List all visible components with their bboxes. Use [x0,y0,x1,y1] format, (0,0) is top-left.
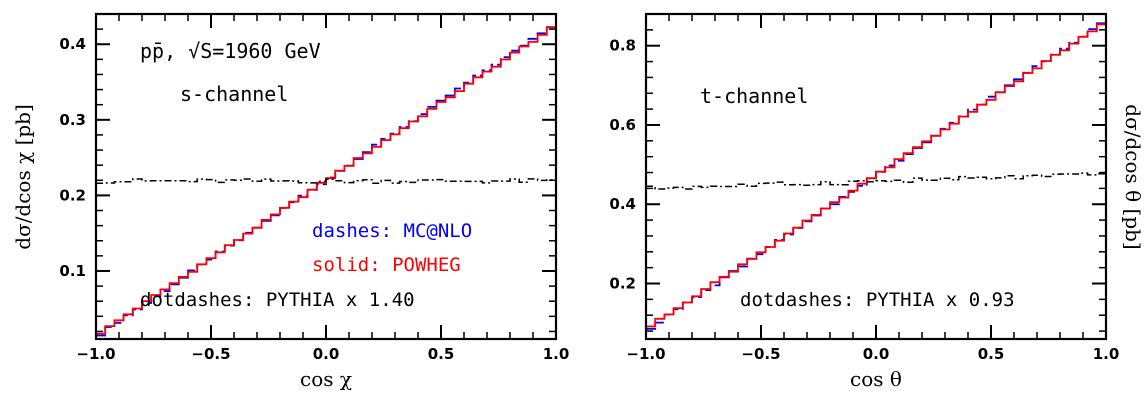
p2-ytick-label-1: 0.4 [609,195,636,213]
p2-ytick-label-0: 0.2 [609,275,636,293]
p1-channel-label: s-channel [180,82,288,106]
p2-x-tick-labels: −1.0 −0.5 0.0 0.5 1.0 [626,345,1119,363]
panel-t-channel: −1.0 −0.5 0.0 0.5 1.0 0.2 0.4 0.6 0.8 cos θ dσ/… [609,12,1144,391]
p2-xtick-label-0: −1.0 [626,345,665,363]
p1-xtick-label-3: 0.5 [428,345,455,363]
p1-ticks [95,13,557,339]
p2-xtick-label-4: 1.0 [1093,345,1120,363]
p2-ytick-label-3: 0.8 [609,37,636,55]
p1-mcatnlo-legend: dashes: MC@NLO [312,220,472,242]
p1-ytick-label-3: 0.4 [59,35,86,53]
p1-xtick-label-2: 0.0 [313,345,340,363]
p2-series-pythia-x-0-93 [646,172,1106,190]
p1-series-pythia-x-1-40 [96,178,556,184]
p1-y-tick-labels: 0.1 0.2 0.3 0.4 [59,35,86,280]
panel-s-channel: −1.0 −0.5 0.0 0.5 1.0 0.1 0.2 0.3 0.4 cos χ dσ/… [11,12,569,391]
p1-series-layer [96,26,556,337]
p1-ytick-label-1: 0.2 [59,186,86,204]
p1-xtick-label-1: −0.5 [191,345,230,363]
p1-powheg-legend: solid: POWHEG [312,254,461,276]
p1-ytick-label-0: 0.1 [59,262,86,280]
p1-process-label: pp̄, √S=1960 GeV [140,39,321,63]
p1-x-axis-label: cos χ [300,367,352,391]
p1-x-tick-labels: −1.0 −0.5 0.0 0.5 1.0 [76,345,569,363]
p2-series-powheg [646,23,1106,328]
p2-ytick-label-2: 0.6 [609,116,636,134]
p2-xtick-label-2: 0.0 [863,345,890,363]
p2-y-tick-labels: 0.2 0.4 0.6 0.8 [609,37,636,293]
p1-pythia-legend: dotdashes: PYTHIA x 1.40 [140,289,415,311]
p2-xtick-label-1: −0.5 [741,345,780,363]
p1-ytick-label-2: 0.3 [59,111,86,129]
p2-xtick-label-3: 0.5 [978,345,1005,363]
p2-channel-label: t-channel [700,84,808,108]
p1-y-axis-label: dσ/dcos χ [pb] [11,104,35,250]
p2-y-axis-label: dσ/dcos θ [pb] [1121,104,1144,249]
p2-series-layer [646,22,1106,330]
p2-pythia-legend: dotdashes: PYTHIA x 0.93 [740,289,1015,311]
p2-ticks [645,13,1107,339]
p2-x-axis-label: cos θ [850,367,902,391]
p1-xtick-label-4: 1.0 [543,345,570,363]
p1-xtick-label-0: −1.0 [76,345,115,363]
